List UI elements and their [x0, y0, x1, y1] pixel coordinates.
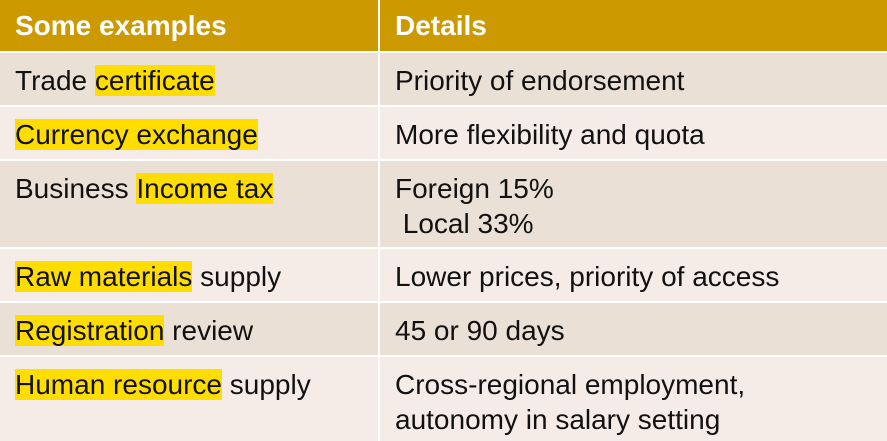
- highlighted-term: Currency exchange: [15, 119, 258, 150]
- example-cell-registration-review: Registration review: [0, 303, 378, 355]
- details-cell-business-income-tax: Foreign 15% Local 33%: [380, 161, 887, 247]
- example-text: Trade: [15, 65, 95, 96]
- details-line: More flexibility and quota: [395, 119, 705, 150]
- details-line: Local 33%: [395, 208, 534, 239]
- details-line: Lower prices, priority of access: [395, 261, 780, 292]
- example-cell-raw-materials-supply: Raw materials supply: [0, 249, 378, 301]
- example-text: supply: [192, 261, 282, 292]
- example-text: supply: [221, 369, 311, 400]
- details-cell-registration-review: 45 or 90 days: [380, 303, 887, 355]
- example-text: Business: [15, 173, 137, 204]
- highlighted-term: certificate: [94, 65, 215, 96]
- highlighted-term: Human resource: [15, 369, 222, 400]
- example-cell-trade-certificate: Trade certificate: [0, 53, 378, 105]
- details-cell-trade-certificate: Priority of endorsement: [380, 53, 887, 105]
- details-line: 45 or 90 days: [395, 315, 565, 346]
- highlighted-term: Registration: [15, 315, 165, 346]
- example-cell-business-income-tax: Business Income tax: [0, 161, 378, 247]
- highlighted-term: Raw materials: [15, 261, 193, 292]
- example-cell-currency-exchange: Currency exchange: [0, 107, 378, 159]
- highlighted-term: Income tax: [136, 173, 274, 204]
- details-line: Priority of endorsement: [395, 65, 685, 96]
- details-line: Cross-regional employment,: [395, 369, 746, 400]
- details-cell-raw-materials-supply: Lower prices, priority of access: [380, 249, 887, 301]
- example-cell-human-resource-supply: Human resource supply: [0, 357, 378, 441]
- header-details: Details: [380, 0, 887, 51]
- example-text: review: [164, 315, 254, 346]
- details-cell-human-resource-supply: Cross-regional employment, autonomy in sa…: [380, 357, 887, 441]
- header-some-examples: Some examples: [0, 0, 378, 51]
- details-cell-currency-exchange: More flexibility and quota: [380, 107, 887, 159]
- details-line: Foreign 15%: [395, 173, 554, 204]
- details-line: autonomy in salary setting: [395, 404, 721, 435]
